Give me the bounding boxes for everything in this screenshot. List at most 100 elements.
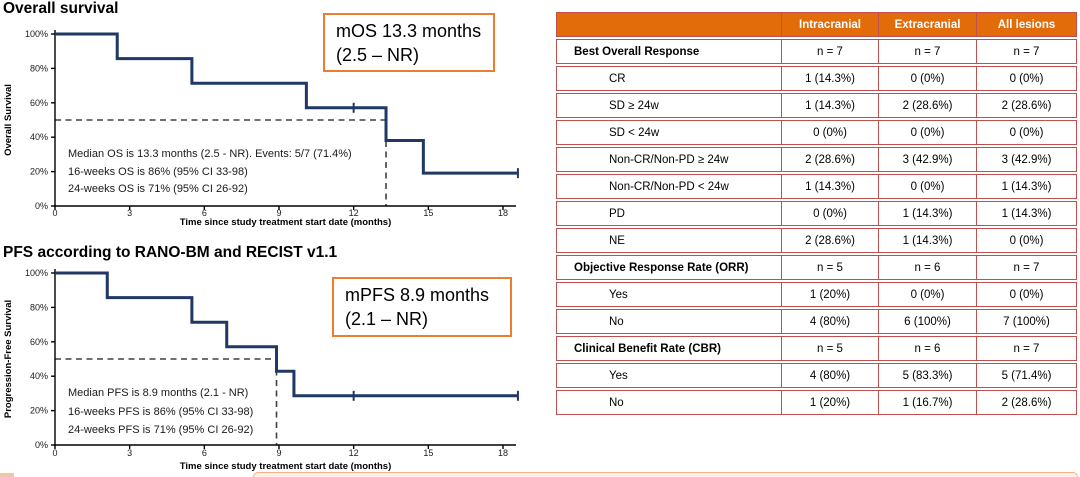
pfs-chart-block: 0% 20% 40% 60% 80% 100% 0 3 6 9 12 15 18 Time since s… <box>0 237 546 477</box>
intracranial-value: 4 (80%) <box>782 309 879 334</box>
intracranial-value: n = 7 <box>782 39 879 64</box>
km-curve <box>55 32 518 175</box>
table-row: PD 0 (0%) 1 (14.3%) 1 (14.3%) <box>556 201 1077 226</box>
table-row: Yes 4 (80%) 5 (83.3%) 5 (71.4%) <box>556 363 1077 388</box>
extracranial-value: 3 (42.9%) <box>879 147 977 172</box>
response-table: Intracranial Extracranial All lesions Be… <box>556 10 1077 417</box>
y-tick-label: 100% <box>25 29 48 39</box>
x-tick-label: 3 <box>127 448 132 458</box>
extracranial-value: 0 (0%) <box>879 282 977 307</box>
table-header-row: Intracranial Extracranial All lesions <box>556 12 1077 37</box>
intracranial-value: 1 (20%) <box>782 390 879 415</box>
intracranial-value: 1 (14.3%) <box>782 66 879 91</box>
table-row: Clinical Benefit Rate (CBR) n = 5 n = 6 … <box>556 336 1077 361</box>
extracranial-value: n = 7 <box>879 39 977 64</box>
extracranial-value: 5 (83.3%) <box>879 363 977 388</box>
table-row: Best Overall Response n = 7 n = 7 n = 7 <box>556 39 1077 64</box>
os-callout-line-2: (2.5 – NR) <box>336 45 420 65</box>
x-tick-label: 18 <box>498 208 508 218</box>
x-tick-label: 0 <box>52 208 57 218</box>
row-label: SD < 24w <box>556 120 782 145</box>
table-row: CR 1 (14.3%) 0 (0%) 0 (0%) <box>556 66 1077 91</box>
extracranial-value: 6 (100%) <box>879 309 977 334</box>
x-tick-label: 6 <box>202 208 207 218</box>
all-lesions-value: 0 (0%) <box>977 120 1077 145</box>
row-label: SD ≥ 24w <box>556 93 782 118</box>
all-lesions-value: n = 7 <box>977 336 1077 361</box>
x-tick-label: 12 <box>349 208 359 218</box>
km-annotation-line: 24-weeks PFS is 71% (95% CI 26-92) <box>68 424 253 436</box>
x-tick-label: 12 <box>349 448 359 458</box>
extracranial-value: 1 (14.3%) <box>879 228 977 253</box>
x-tick-label: 6 <box>202 448 207 458</box>
x-tick-label: 15 <box>423 208 433 218</box>
km-curve <box>55 271 518 398</box>
x-tick-label: 9 <box>276 208 281 218</box>
y-tick-label: 40% <box>30 371 48 381</box>
header-cell-all-lesions: All lesions <box>977 12 1077 37</box>
y-tick-label: 60% <box>30 98 48 108</box>
table-row: No 4 (80%) 6 (100%) 7 (100%) <box>556 309 1077 334</box>
all-lesions-value: 1 (14.3%) <box>977 201 1077 226</box>
intracranial-value: 1 (14.3%) <box>782 93 879 118</box>
all-lesions-value: n = 7 <box>977 39 1077 64</box>
extracranial-value: 2 (28.6%) <box>879 93 977 118</box>
x-tick-label: 0 <box>52 448 57 458</box>
row-label: Non-CR/Non-PD ≥ 24w <box>556 147 782 172</box>
all-lesions-value: 2 (28.6%) <box>977 93 1077 118</box>
pfs-km-plot: 0% 20% 40% 60% 80% 100% 0 3 6 9 12 15 18 Time since s… <box>3 268 519 472</box>
table-row: SD ≥ 24w 1 (14.3%) 2 (28.6%) 2 (28.6%) <box>556 93 1077 118</box>
all-lesions-value: n = 7 <box>977 255 1077 280</box>
row-label: Non-CR/Non-PD < 24w <box>556 174 782 199</box>
y-tick-label: 0% <box>35 440 48 450</box>
intracranial-value: n = 5 <box>782 255 879 280</box>
extracranial-value: 1 (14.3%) <box>879 201 977 226</box>
row-label: No <box>556 390 782 415</box>
row-label: Yes <box>556 363 782 388</box>
table-row: Non-CR/Non-PD ≥ 24w 2 (28.6%) 3 (42.9%) … <box>556 147 1077 172</box>
extracranial-value: 0 (0%) <box>879 66 977 91</box>
os-chart-block: 0% 20% 40% 60% 80% 100% 0 3 6 9 12 15 18 Time since s… <box>0 0 546 237</box>
all-lesions-value: 3 (42.9%) <box>977 147 1077 172</box>
extracranial-value: 1 (16.7%) <box>879 390 977 415</box>
os-callout-line-1: mOS 13.3 months <box>336 21 482 41</box>
os-km-plot: 0% 20% 40% 60% 80% 100% 0 3 6 9 12 15 18 Time since s… <box>3 29 519 228</box>
extracranial-value: 0 (0%) <box>879 120 977 145</box>
intracranial-value: 4 (80%) <box>782 363 879 388</box>
row-label: No <box>556 309 782 334</box>
km-annotation-line: 16-weeks PFS is 86% (95% CI 33-98) <box>68 406 253 418</box>
os-chart-title: Overall survival <box>3 0 119 17</box>
header-cell-intracranial: Intracranial <box>782 12 879 37</box>
km-annotation-line: Median OS is 13.3 months (2.5 - NR). Eve… <box>68 148 352 160</box>
intracranial-value: 0 (0%) <box>782 120 879 145</box>
all-lesions-value: 1 (14.3%) <box>977 174 1077 199</box>
y-tick-label: 100% <box>25 268 48 278</box>
pfs-callout-line-1: mPFS 8.9 months <box>345 285 490 305</box>
y-tick-label: 80% <box>30 302 48 312</box>
y-tick-label: 20% <box>30 406 48 416</box>
row-label: PD <box>556 201 782 226</box>
table-row: Objective Response Rate (ORR) n = 5 n = … <box>556 255 1077 280</box>
row-label: NE <box>556 228 782 253</box>
row-label: Best Overall Response <box>556 39 782 64</box>
y-tick-label: 40% <box>30 132 48 142</box>
pfs-chart-title: PFS according to RANO-BM and RECIST v1.1 <box>3 244 338 261</box>
x-tick-label: 15 <box>423 448 433 458</box>
x-axis-label: Time since study treatment start date (m… <box>180 461 392 472</box>
row-label: CR <box>556 66 782 91</box>
bottom-left-decoration-strip <box>0 473 14 477</box>
all-lesions-value: 0 (0%) <box>977 228 1077 253</box>
extracranial-value: n = 6 <box>879 336 977 361</box>
all-lesions-value: 2 (28.6%) <box>977 390 1077 415</box>
all-lesions-value: 0 (0%) <box>977 66 1077 91</box>
km-annotation-line: 24-weeks OS is 71% (95% CI 26-92) <box>68 183 248 195</box>
os-median-callout-box: mOS 13.3 months (2.5 – NR) <box>323 13 495 72</box>
table-row: SD < 24w 0 (0%) 0 (0%) 0 (0%) <box>556 120 1077 145</box>
y-tick-label: 60% <box>30 337 48 347</box>
table-row: Non-CR/Non-PD < 24w 1 (14.3%) 0 (0%) 1 (… <box>556 174 1077 199</box>
km-annotation-line: 16-weeks OS is 86% (95% CI 33-98) <box>68 166 248 178</box>
intracranial-value: n = 5 <box>782 336 879 361</box>
extracranial-value: n = 6 <box>879 255 977 280</box>
y-tick-label: 0% <box>35 201 48 211</box>
